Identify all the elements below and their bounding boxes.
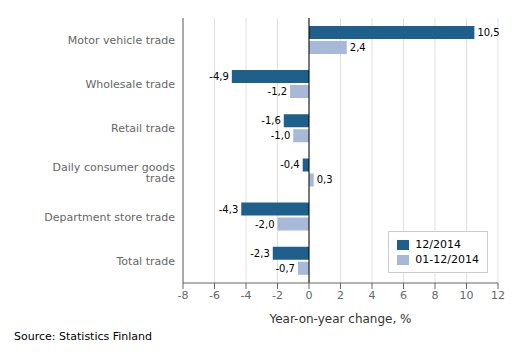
svg-text:Wholesale trade: Wholesale trade — [85, 78, 175, 91]
svg-text:10: 10 — [460, 289, 474, 302]
svg-text:-1,0: -1,0 — [271, 130, 291, 141]
svg-text:-1,6: -1,6 — [261, 115, 281, 126]
svg-text:8: 8 — [432, 289, 439, 302]
svg-text:Department store trade: Department store trade — [44, 211, 175, 224]
svg-text:6: 6 — [400, 289, 407, 302]
svg-text:-1,2: -1,2 — [268, 86, 288, 97]
svg-text:-0,7: -0,7 — [275, 263, 295, 274]
svg-text:2,4: 2,4 — [350, 42, 366, 53]
svg-text:2: 2 — [337, 289, 344, 302]
svg-text:4: 4 — [369, 289, 376, 302]
svg-text:-4,3: -4,3 — [219, 204, 239, 215]
svg-text:Year-on-year change, %: Year-on-year change, % — [268, 312, 411, 326]
svg-text:-8: -8 — [178, 289, 189, 302]
svg-text:Total trade: Total trade — [115, 255, 175, 268]
svg-text:-4,9: -4,9 — [209, 71, 229, 82]
svg-text:0,3: 0,3 — [317, 174, 333, 185]
html-text:Source: Statistics Finland: Source: Statistics Finland — [14, 330, 153, 343]
svg-text:0: 0 — [306, 289, 313, 302]
svg-text:Motor vehicle trade: Motor vehicle trade — [68, 34, 176, 47]
svg-text:12: 12 — [491, 289, 505, 302]
svg-text:-2,3: -2,3 — [250, 248, 270, 259]
svg-text:Daily consumer goodstrade: Daily consumer goodstrade — [53, 161, 176, 185]
svg-text:-2,0: -2,0 — [255, 219, 275, 230]
svg-text:-4: -4 — [241, 289, 252, 302]
svg-text:-0,4: -0,4 — [280, 159, 300, 170]
html-text:12/2014: 12/2014 — [415, 238, 461, 251]
svg-text:-6: -6 — [209, 289, 220, 302]
svg-text:Retail trade: Retail trade — [111, 122, 175, 135]
html-text:01-12/2014: 01-12/2014 — [415, 253, 479, 266]
svg-text:-2: -2 — [272, 289, 283, 302]
svg-text:10,5: 10,5 — [477, 27, 499, 38]
